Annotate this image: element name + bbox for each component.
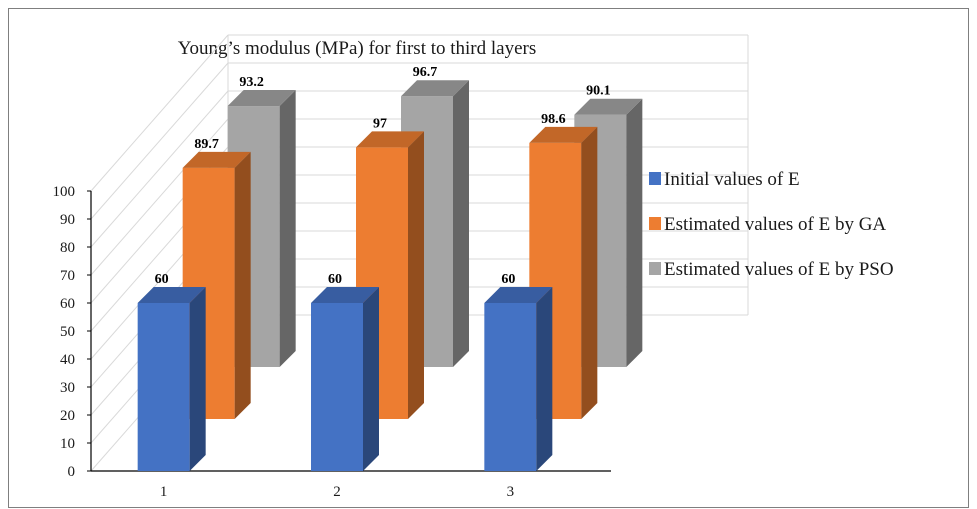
bar-top-face	[311, 287, 379, 303]
bar-top-face	[356, 131, 424, 148]
bar-side-face	[189, 287, 206, 471]
bar-side-face	[234, 151, 251, 419]
bar-chart-3d: Young’s modulus (MPa) for first to third…	[53, 34, 894, 500]
x-tick-label: 2	[333, 484, 341, 500]
legend-swatch	[649, 217, 661, 230]
bar-side-face	[626, 98, 643, 367]
bar-front-face	[137, 303, 190, 471]
legend-label: Initial values of E	[664, 169, 800, 190]
x-tick-label: 1	[160, 484, 168, 500]
y-tick-label: 50	[60, 324, 75, 340]
y-axis: 0 10 20 30 40 50 60 70 80 90 100	[53, 184, 92, 480]
legend-label: Estimated values of E by PSO	[664, 259, 894, 280]
bar-side-face	[581, 126, 598, 420]
y-tick-label: 100	[53, 184, 76, 200]
bar-top-face	[484, 287, 553, 303]
data-label: 60	[155, 272, 169, 287]
bar-top-face	[182, 151, 251, 168]
bar-side-face	[536, 287, 553, 471]
bar-front-face	[484, 303, 537, 471]
y-tick-label: 40	[60, 352, 75, 368]
bar-2-3	[529, 126, 598, 420]
bar-top-face	[529, 126, 598, 143]
y-tick-label: 30	[60, 380, 75, 396]
gridlines	[90, 34, 748, 472]
bar-front-face	[311, 303, 363, 471]
data-labels: 93.2 96.7 90.1 89.7 97 98.6 60 60 60	[155, 65, 611, 287]
bar-side-face	[363, 287, 379, 471]
x-tick-label: 3	[507, 484, 515, 500]
bar-1-2	[311, 287, 379, 471]
y-tick-label: 60	[60, 296, 75, 312]
gridline-side-7	[90, 118, 229, 276]
y-tick-label: 20	[60, 408, 75, 424]
data-label: 60	[328, 272, 342, 287]
data-label: 60	[501, 272, 515, 287]
legend: Initial values of E Estimated values of E…	[649, 169, 894, 280]
x-axis: 1 2 3	[91, 470, 611, 500]
gridline-side-10	[90, 34, 229, 192]
legend-swatch	[649, 262, 661, 275]
y-tick-label: 80	[60, 240, 75, 256]
data-label: 97	[373, 116, 387, 131]
y-tick-label: 90	[60, 212, 75, 228]
y-tick-label: 0	[68, 464, 76, 480]
bar-top-face	[137, 287, 206, 303]
data-label: 93.2	[239, 75, 264, 90]
bar-side-face	[408, 131, 424, 419]
bar-top-face	[401, 80, 469, 97]
chart-title: Young’s modulus (MPa) for first to third…	[178, 38, 537, 59]
bars	[137, 80, 643, 471]
chart-container: Young’s modulus (MPa) for first to third…	[8, 8, 969, 508]
y-tick-label: 70	[60, 268, 75, 284]
bar-1-1	[137, 287, 206, 471]
y-tick-label: 10	[60, 436, 75, 452]
data-label: 98.6	[541, 112, 566, 127]
legend-label: Estimated values of E by GA	[664, 214, 886, 235]
bar-top-face	[574, 98, 643, 115]
bar-side-face	[279, 90, 296, 367]
gridline-side-8	[90, 90, 229, 248]
bar-top-face	[227, 90, 296, 107]
gridline-side-9	[90, 62, 229, 220]
bar-side-face	[453, 80, 469, 368]
bar-1-3	[484, 287, 553, 471]
data-label: 90.1	[586, 84, 611, 99]
data-label: 89.7	[194, 137, 219, 152]
legend-swatch	[649, 172, 661, 185]
data-label: 96.7	[413, 65, 438, 80]
